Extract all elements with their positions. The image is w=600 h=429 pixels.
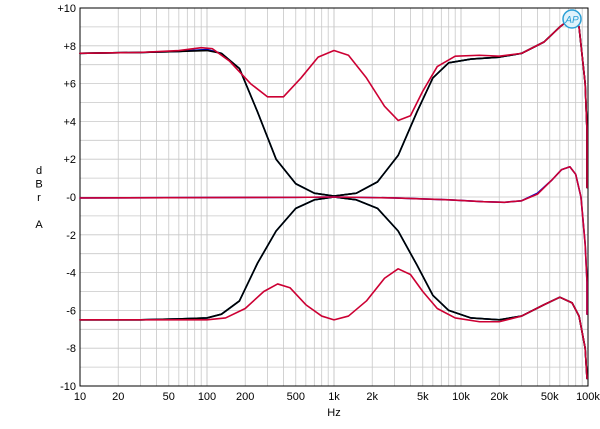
x-tick-label: 5k [417, 391, 429, 403]
y-tick-label: -0 [66, 192, 76, 204]
plot-frame [79, 7, 589, 387]
x-tick-label: 50k [541, 391, 559, 403]
x-tick-labels: 10 20 50 100 200 500 1k 2k 5k 10k 20k 50k 100k [74, 391, 600, 403]
y-tick-label: -4 [66, 268, 76, 280]
y-axis-label-char: A [35, 219, 43, 231]
y-tick-label: -2 [66, 230, 76, 242]
x-tick-label: 500 [287, 391, 305, 403]
y-axis-label-char: B [35, 179, 42, 191]
x-axis-label: Hz [327, 407, 340, 419]
y-tick-label: -8 [66, 343, 76, 355]
y-axis-label-char: d [36, 165, 42, 177]
series-line-9 [79, 268, 588, 380]
series-line-8 [79, 16, 588, 189]
x-tick-label: 100k [576, 391, 600, 403]
y-tick-label: +2 [63, 154, 76, 166]
y-tick-label: -10 [60, 381, 76, 393]
y-axis-label-char: r [37, 192, 41, 204]
y-tick-label: +10 [57, 3, 76, 15]
y-tick-label: +6 [63, 79, 76, 91]
x-tick-label: 10 [74, 391, 86, 403]
x-tick-label: 1k [328, 391, 340, 403]
x-tick-label: 50 [163, 391, 175, 403]
ap-logo-text: AP [564, 15, 579, 26]
x-tick-label: 20 [112, 391, 124, 403]
x-tick-label: 2k [366, 391, 378, 403]
x-tick-label: 10k [452, 391, 470, 403]
x-tick-label: 100 [198, 391, 216, 403]
y-axis-label: dBr A [35, 165, 43, 231]
series-line-10 [79, 165, 588, 315]
y-tick-label: +4 [63, 116, 76, 128]
x-tick-label: 20k [490, 391, 508, 403]
x-tick-label: 200 [236, 391, 254, 403]
y-tick-labels: +10 +8 +6 +4 +2 -0 -2 -4 -6 -8 -10 [57, 3, 76, 393]
y-tick-label: +8 [63, 41, 76, 53]
ap-logo: AP [562, 9, 582, 29]
y-tick-label: -6 [66, 305, 76, 317]
